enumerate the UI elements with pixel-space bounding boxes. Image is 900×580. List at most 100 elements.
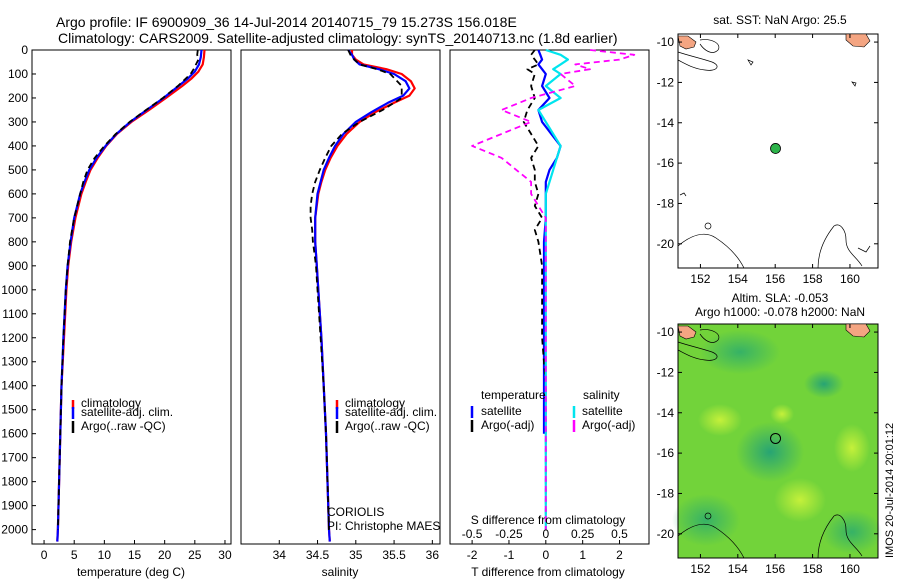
x-tick-label: 2 xyxy=(616,548,623,562)
depth-tick-label: 500 xyxy=(8,163,28,177)
temperature-series xyxy=(56,49,206,542)
depth-tick-label: 1900 xyxy=(1,499,28,513)
x-tick-label: 35.5 xyxy=(382,548,406,562)
series-line-temperature-argo-adj- xyxy=(522,49,547,530)
lon-tick-label: 160 xyxy=(840,562,860,576)
lon-tick-label: 156 xyxy=(765,562,785,576)
difference-s-ticks: -0.5 -0.25 0 0.25 0.5 xyxy=(462,527,628,541)
depth-tick-label: 200 xyxy=(8,91,28,105)
x-tick-label: 25 xyxy=(188,548,202,562)
depth-tick-label: 1700 xyxy=(1,451,28,465)
lat-tick-label: -10 xyxy=(657,35,675,49)
legend-label-argo: Argo(..raw -QC) xyxy=(81,419,166,433)
lat-tick-label: -14 xyxy=(657,116,675,130)
x-tick-label: 36 xyxy=(426,548,440,562)
depth-tick-label: 1400 xyxy=(1,379,28,393)
sla-map-lon-ticks: 152 154 156 158 160 xyxy=(690,324,860,576)
s-tick-label: -0.5 xyxy=(462,527,483,541)
x-tick-label: -2 xyxy=(467,548,478,562)
imos-stamp-text: IMOS 20-Jul-2014 20:01:12 xyxy=(884,423,896,558)
depth-tick-label: 1500 xyxy=(1,403,28,417)
sla-map-lat-ticks: -10 -12 -14 -16 -18 -20 xyxy=(657,325,878,541)
x-tick-label: 0 xyxy=(41,548,48,562)
series-line-climatology xyxy=(314,50,416,542)
s-difference-label: S difference from climatology xyxy=(471,513,626,527)
depth-tick-label: 1000 xyxy=(1,283,28,297)
depth-tick-label: 1300 xyxy=(1,355,28,369)
lat-tick-label: -16 xyxy=(657,156,675,170)
temperature-x-ticks: 0 5 10 15 20 25 30 xyxy=(41,540,232,562)
lat-tick-label: -18 xyxy=(657,196,675,210)
t-difference-label: T difference from climatology xyxy=(471,565,625,579)
lat-tick-label: -14 xyxy=(657,406,675,420)
lon-tick-label: 154 xyxy=(728,272,748,286)
lon-tick-label: 156 xyxy=(765,272,785,286)
legend-label-satellite-adj: satellite-adj. clim. xyxy=(345,405,437,419)
legend-header-temperature: temperature xyxy=(481,388,546,402)
x-tick-label: 20 xyxy=(158,548,172,562)
salinity-panel: 34 34.5 35 35.5 36 salinity climatology sate… xyxy=(240,49,441,579)
x-tick-label: 35 xyxy=(349,548,363,562)
lat-tick-label: -20 xyxy=(657,527,675,541)
difference-legend: temperature salinity satellite Argo(-adj… xyxy=(470,388,635,432)
depth-tick-label: 1200 xyxy=(1,331,28,345)
x-tick-label: 5 xyxy=(71,548,78,562)
x-tick-label: 30 xyxy=(218,548,232,562)
temperature-legend: climatology satellite-adj. clim. Argo(..… xyxy=(71,396,173,433)
depth-tick-label: 100 xyxy=(8,67,28,81)
difference-panel: -2 -1 0 1 2 -0.5 -0.25 0 0.25 0.5 S difference f… xyxy=(449,48,650,579)
sst-map-land xyxy=(677,33,871,50)
lon-tick-label: 158 xyxy=(803,562,823,576)
difference-x-ticks: -2 -1 0 1 2 xyxy=(467,540,623,562)
series-line-satellite-adj-clim- xyxy=(56,49,203,542)
sst-map-lat-ticks: -10 -12 -14 -16 -18 -20 xyxy=(657,35,878,251)
sst-map-contours xyxy=(677,39,871,269)
legend-label-argo: Argo(..raw -QC) xyxy=(345,419,430,433)
lon-tick-label: 154 xyxy=(728,562,748,576)
x-tick-label: 0 xyxy=(542,548,549,562)
difference-panel-frame xyxy=(449,49,650,545)
series-line-argo-raw-qc- xyxy=(57,49,200,530)
x-tick-label: 1 xyxy=(579,548,586,562)
s-tick-label: 0 xyxy=(542,527,549,541)
x-tick-label: -1 xyxy=(504,548,515,562)
sla-map-field xyxy=(672,330,882,554)
salinity-x-ticks: 34 34.5 35 35.5 36 xyxy=(273,540,440,562)
sst-map-title: sat. SST: NaN Argo: 25.5 xyxy=(713,13,847,27)
temperature-x-label: temperature (deg C) xyxy=(77,565,185,579)
sla-map-title-2: Argo h1000: -0.078 h2000: NaN xyxy=(695,305,865,319)
sla-map-land xyxy=(677,323,871,340)
series-line-salinity-argo-adj- xyxy=(471,49,636,530)
depth-tick-label: 600 xyxy=(8,187,28,201)
legend-label-climatology: climatology xyxy=(81,396,141,410)
lat-tick-label: -12 xyxy=(657,365,675,379)
float-position-marker xyxy=(770,143,781,154)
depth-axis: 0 100 200 300 400 500 600 700 800 900 1000 1100 1200… xyxy=(1,43,36,537)
x-tick-label: 34 xyxy=(273,548,287,562)
depth-tick-label: 0 xyxy=(21,43,28,57)
legend-label-salinity-argo: Argo(-adj) xyxy=(582,418,635,432)
salinity-series xyxy=(309,49,416,542)
legend-header-salinity: salinity xyxy=(583,388,620,402)
depth-tick-label: 1800 xyxy=(1,475,28,489)
lat-tick-label: -20 xyxy=(657,237,675,251)
lat-tick-label: -10 xyxy=(657,325,675,339)
lat-tick-label: -16 xyxy=(657,446,675,460)
depth-tick-label: 400 xyxy=(8,139,28,153)
legend-label-temperature-argo: Argo(-adj) xyxy=(481,418,534,432)
salinity-legend: climatology satellite-adj. clim. Argo(..… xyxy=(335,396,437,433)
institution-label: CORIOLIS xyxy=(327,505,384,519)
imos-stamp: IMOS 20-Jul-2014 20:01:12 xyxy=(884,423,896,558)
depth-tick-label: 2000 xyxy=(1,523,28,537)
sla-map-title-1: Altim. SLA: -0.053 xyxy=(732,291,829,305)
depth-tick-label: 800 xyxy=(8,235,28,249)
series-line-climatology xyxy=(56,49,206,542)
x-tick-label: 34.5 xyxy=(306,548,330,562)
sst-map-lon-ticks: 152 154 156 158 160 xyxy=(690,34,860,286)
series-line-argo-raw-qc- xyxy=(309,49,403,530)
lat-tick-label: -18 xyxy=(657,486,675,500)
sla-map-contours xyxy=(677,329,863,559)
depth-tick-label: 700 xyxy=(8,211,28,225)
depth-tick-label: 900 xyxy=(8,259,28,273)
